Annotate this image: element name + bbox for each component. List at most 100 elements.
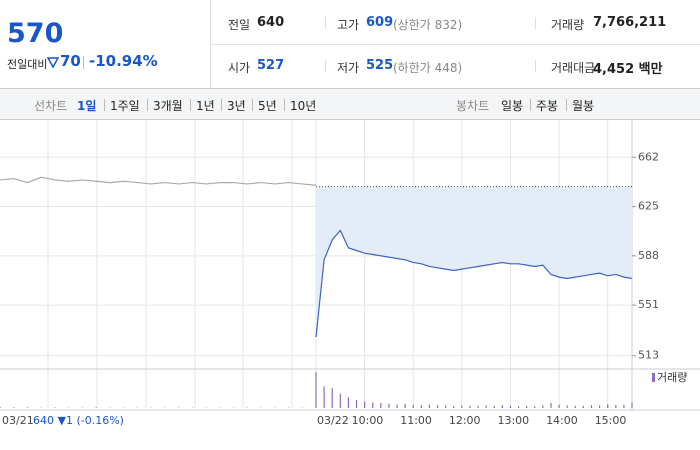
volume-bar (598, 405, 601, 408)
volume-bar (493, 405, 495, 408)
volume-bar (607, 404, 609, 408)
divider (83, 56, 84, 69)
separator (190, 99, 191, 111)
volume-bar (485, 405, 487, 408)
price-line (0, 176, 317, 186)
divider (535, 60, 536, 72)
divider (211, 44, 700, 45)
stat-value: 527 (257, 58, 285, 73)
y-tick-label: 625 (638, 200, 659, 213)
volume-bar (526, 405, 528, 408)
stat-value: 640 (257, 15, 285, 30)
volume-bar (364, 401, 366, 408)
tab[interactable]: 5년 (258, 99, 277, 113)
volume-bar (380, 402, 382, 408)
volume-bar (355, 400, 358, 408)
tab[interactable]: 10년 (290, 99, 317, 113)
volume-bar (590, 405, 593, 408)
volume-bar (509, 405, 512, 408)
volume-bar (542, 405, 544, 408)
tab-bar (0, 89, 700, 120)
volume-bar (534, 406, 536, 408)
volume-bar (428, 404, 431, 408)
volume-bar (574, 405, 576, 408)
price-line (315, 229, 633, 338)
stat-value: 609 (366, 15, 394, 30)
x-tick-label: 03/21 (2, 414, 34, 427)
legend-swatch (652, 373, 655, 382)
divider (325, 60, 326, 72)
volume-bar (558, 404, 560, 408)
volume-bar (372, 402, 374, 408)
volume-bar (339, 393, 341, 408)
volume-bar (550, 402, 552, 408)
tab[interactable]: 3년 (227, 99, 246, 113)
stat-value: 4,452 백만 (593, 62, 663, 77)
tab[interactable]: 주봉 (536, 99, 559, 113)
separator (252, 99, 253, 111)
volume-bar (582, 405, 584, 408)
volume-bar (445, 405, 447, 408)
volume-bar (315, 372, 317, 408)
volume-bar (323, 386, 325, 408)
x-tick-label: 13:00 (497, 414, 529, 427)
tab[interactable]: 월봉 (572, 99, 595, 113)
x-tick-label: 11:00 (400, 414, 432, 427)
down-icon (47, 57, 59, 68)
stat-extra: (하한가 448) (393, 61, 463, 75)
stat-label: 고가 (337, 18, 360, 32)
stat-label: 거래대금 (551, 61, 596, 75)
volume-bar (26, 407, 29, 408)
volume-bar (95, 407, 97, 408)
volume-bar (566, 405, 568, 408)
tab[interactable]: 3개월 (153, 99, 183, 113)
tab[interactable]: 1주일 (110, 99, 140, 113)
stat-value: 525 (366, 58, 394, 73)
change-label: 전일대비 (7, 58, 48, 71)
volume-bar (54, 407, 56, 408)
tab[interactable]: 1일 (77, 99, 97, 113)
volume-bar (517, 406, 520, 408)
volume-bar (453, 405, 455, 408)
tab[interactable]: 1년 (196, 99, 215, 113)
tab-label: 봉차트 (456, 99, 490, 113)
volume-bar (331, 388, 333, 408)
header (0, 0, 700, 89)
volume-bar (615, 405, 617, 408)
volume-bar (477, 405, 479, 408)
price: 570 (7, 18, 64, 49)
volume-bar (0, 406, 1, 408)
stat-label: 저가 (337, 61, 360, 75)
stat-label: 거래량 (551, 18, 585, 32)
volume-bar (501, 405, 503, 408)
x-tick-label: 12:00 (449, 414, 481, 427)
volume-bar (404, 403, 406, 408)
legend-label: 거래량 (657, 371, 687, 384)
volume-bar (623, 404, 625, 408)
tab[interactable]: 일봉 (501, 99, 524, 113)
volume-bar (396, 404, 398, 408)
stat-label: 시가 (228, 61, 251, 75)
x-tick-label: 03/22 (317, 414, 349, 427)
volume-bar (631, 402, 633, 408)
change: 70 (60, 52, 81, 70)
volume-bar (461, 405, 463, 408)
separator (104, 99, 105, 111)
chart: 662 625 588 551 513 거래량 03/21 03/22 10:00 11:00 12… (0, 120, 700, 427)
volume-bar (388, 403, 390, 408)
volume-bar (469, 405, 471, 408)
stat-label: 전일 (228, 18, 251, 32)
divider (210, 0, 211, 88)
volume-bar (412, 404, 414, 408)
divider (535, 17, 536, 29)
prev-summary: 640 ▼1 (-0.16%) (33, 414, 124, 427)
stat-extra: (상한가 832) (393, 18, 463, 32)
stat-value: 7,766,211 (593, 15, 667, 30)
y-tick-label: 513 (638, 349, 659, 362)
separator (221, 99, 222, 111)
volume-bar (13, 407, 15, 408)
x-tick-label: 14:00 (546, 414, 578, 427)
separator (284, 99, 285, 111)
area (316, 186, 632, 338)
